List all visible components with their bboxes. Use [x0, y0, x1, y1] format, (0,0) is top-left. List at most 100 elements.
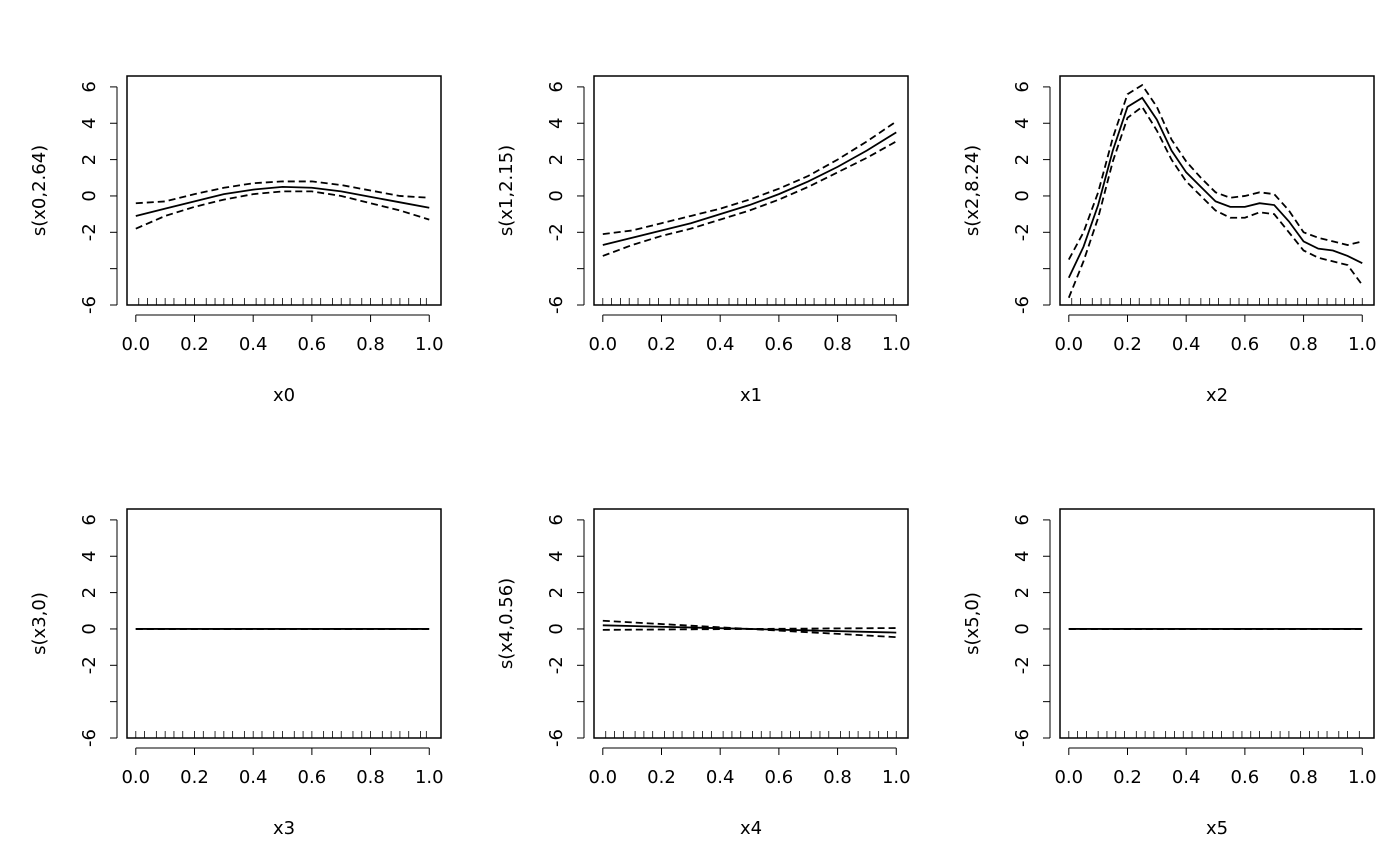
x-tick-label: 0.0 [1054, 767, 1083, 788]
y-axis-label: s(x5,0) [962, 592, 983, 655]
y-tick-label: 0 [546, 623, 567, 634]
x-tick-label: 0.2 [647, 767, 676, 788]
x-tick-label: 0.2 [647, 334, 676, 355]
x-tick-label: 0.6 [765, 767, 794, 788]
y-axis-label: s(x0,2.64) [29, 145, 50, 236]
plot-frame [126, 508, 442, 739]
x-axis-label: x4 [740, 818, 762, 839]
plot-frame [1059, 508, 1375, 739]
ci-line [602, 628, 897, 639]
x-tick-label: 0.8 [356, 334, 385, 355]
y-tick-label: 4 [546, 551, 567, 562]
x-tick-label: 0.0 [588, 334, 617, 355]
y-tick-label: 0 [1012, 190, 1033, 201]
x-tick-label: 0.6 [1231, 334, 1260, 355]
x-tick-label: 0.8 [1289, 334, 1318, 355]
x-tick-label: 0.0 [588, 767, 617, 788]
x-tick-label: 1.0 [1348, 767, 1377, 788]
y-tick-label: 4 [1012, 551, 1033, 562]
x-tick-label: 0.0 [1054, 334, 1083, 355]
ci-line [1067, 105, 1363, 299]
fit-line [602, 131, 897, 246]
y-tick-label: -2 [546, 656, 567, 674]
y-tick-label: 6 [546, 514, 567, 525]
y-tick-label: 6 [1012, 81, 1033, 92]
x-tick-label: 0.8 [1289, 767, 1318, 788]
fit-line [135, 185, 430, 217]
x-tick-label: 0.8 [356, 767, 385, 788]
y-tick-label: -2 [1012, 656, 1033, 674]
x-axis-label: x2 [1206, 385, 1228, 406]
y-tick-label: 6 [1012, 514, 1033, 525]
x-axis-label: x0 [273, 385, 295, 406]
x-tick-label: 0.0 [121, 767, 150, 788]
x-tick-label: 0.2 [1113, 334, 1142, 355]
y-axis-label: s(x3,0) [29, 592, 50, 655]
plot-frame [593, 508, 909, 739]
x-tick-label: 0.2 [180, 334, 209, 355]
x-tick-label: 1.0 [882, 334, 911, 355]
x-tick-label: 0.4 [239, 334, 268, 355]
y-tick-label: 4 [79, 551, 100, 562]
y-tick-label: 2 [79, 154, 100, 165]
y-axis-label: s(x2,8.24) [962, 145, 983, 236]
x-tick-label: 0.6 [298, 334, 327, 355]
y-tick-label: 0 [1012, 623, 1033, 634]
ci-line [1068, 83, 1363, 260]
y-tick-label: 4 [546, 118, 567, 129]
plot-frame [593, 75, 909, 306]
x-tick-label: 0.6 [298, 767, 327, 788]
y-tick-label: -6 [546, 296, 567, 314]
y-tick-label: 0 [79, 623, 100, 634]
x-tick-label: 0.0 [121, 334, 150, 355]
y-tick-label: 2 [546, 154, 567, 165]
plot-frame [126, 75, 442, 306]
x-tick-label: 1.0 [415, 334, 444, 355]
x-tick-label: 1.0 [1348, 334, 1377, 355]
x-tick-label: 1.0 [415, 767, 444, 788]
y-tick-label: -6 [79, 296, 100, 314]
y-tick-label: -6 [546, 729, 567, 747]
x-axis-label: x3 [273, 818, 295, 839]
x-axis-label: x5 [1206, 818, 1228, 839]
y-tick-label: 0 [546, 190, 567, 201]
x-tick-label: 0.6 [1231, 767, 1260, 788]
y-tick-label: 6 [79, 81, 100, 92]
x-tick-label: 0.4 [706, 334, 735, 355]
y-tick-label: -6 [79, 729, 100, 747]
y-tick-label: -2 [79, 223, 100, 241]
y-tick-label: -6 [1012, 729, 1033, 747]
y-tick-label: -2 [1012, 223, 1033, 241]
y-tick-label: -2 [546, 223, 567, 241]
y-tick-label: -6 [1012, 296, 1033, 314]
y-tick-label: 2 [79, 587, 100, 598]
x-tick-label: 0.8 [823, 767, 852, 788]
y-tick-label: -2 [79, 656, 100, 674]
y-tick-label: 2 [1012, 154, 1033, 165]
y-axis-label: s(x1,2.15) [496, 145, 517, 236]
y-tick-label: 6 [546, 81, 567, 92]
plot-frame [1059, 75, 1375, 306]
y-tick-label: 6 [79, 514, 100, 525]
ci-line [602, 120, 897, 236]
x-tick-label: 0.8 [823, 334, 852, 355]
x-tick-label: 0.4 [1172, 767, 1201, 788]
y-tick-label: 4 [79, 118, 100, 129]
x-tick-label: 0.4 [1172, 334, 1201, 355]
x-tick-label: 0.2 [1113, 767, 1142, 788]
ci-line [602, 619, 897, 630]
y-tick-label: 2 [546, 587, 567, 598]
y-tick-label: 4 [1012, 118, 1033, 129]
x-axis-label: x1 [740, 385, 762, 406]
y-axis-label: s(x4,0.56) [496, 578, 517, 669]
x-tick-label: 0.6 [765, 334, 794, 355]
x-tick-label: 0.4 [706, 767, 735, 788]
ci-line [135, 180, 430, 205]
y-tick-label: 0 [79, 190, 100, 201]
x-tick-label: 0.2 [180, 767, 209, 788]
fit-line [1067, 96, 1363, 279]
x-tick-label: 1.0 [882, 767, 911, 788]
y-tick-label: 2 [1012, 587, 1033, 598]
x-tick-label: 0.4 [239, 767, 268, 788]
